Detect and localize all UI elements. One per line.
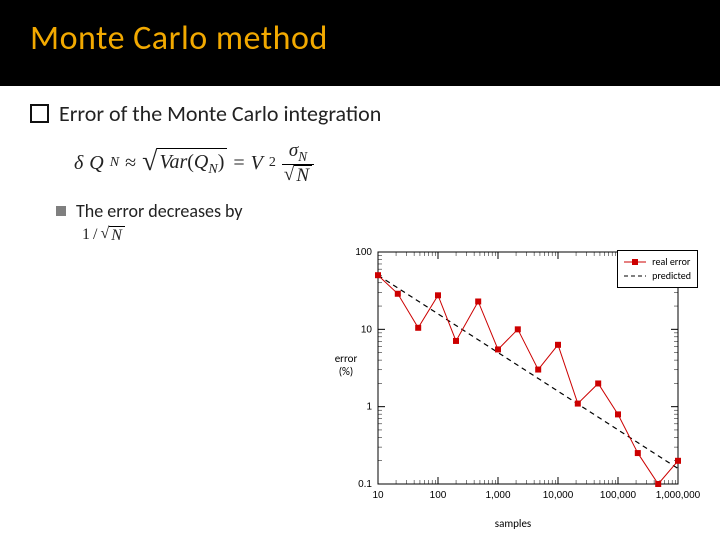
q-inside-sub: N bbox=[208, 162, 217, 177]
sqrt-N-small: √ N bbox=[100, 226, 124, 245]
N: N bbox=[296, 165, 309, 186]
x-axis-label: samples bbox=[314, 517, 712, 530]
legend-pred-marker-icon bbox=[624, 272, 646, 280]
one: 1 bbox=[82, 226, 90, 244]
sigma: σ bbox=[289, 140, 298, 161]
y-axis-label-top: error bbox=[322, 352, 370, 365]
svg-text:1,000,000: 1,000,000 bbox=[656, 490, 701, 501]
sub-bullet-1-text: The error decreases by bbox=[76, 200, 243, 222]
slide-title: Monte Carlo method bbox=[30, 18, 690, 59]
sigma-over-sqrtN: σN √ N bbox=[282, 141, 314, 186]
svg-text:0.1: 0.1 bbox=[358, 479, 372, 490]
svg-text:100: 100 bbox=[355, 247, 372, 258]
delta: δ bbox=[74, 152, 83, 175]
svg-text:100,000: 100,000 bbox=[600, 490, 637, 501]
svg-text:100: 100 bbox=[430, 490, 447, 501]
sqrt-sign-icon: √ bbox=[100, 226, 109, 242]
N-small: N bbox=[111, 227, 122, 244]
Q: Q bbox=[89, 152, 103, 175]
sqrt-N: √ N bbox=[284, 165, 312, 186]
q-inside: Q bbox=[194, 151, 208, 173]
svg-text:1,000: 1,000 bbox=[485, 490, 510, 501]
sqrt-sign-icon: √ bbox=[284, 165, 294, 184]
V: V bbox=[251, 152, 263, 175]
square-bullet-icon bbox=[30, 104, 49, 123]
bullet-1-text: Error of the Monte Carlo integration bbox=[59, 100, 381, 127]
legend-real-label: real error bbox=[652, 255, 690, 269]
sqrt-sign-icon: √ bbox=[142, 148, 157, 176]
bullet-1: Error of the Monte Carlo integration bbox=[30, 100, 690, 127]
legend-real-marker-icon bbox=[624, 258, 646, 266]
svg-text:1: 1 bbox=[366, 402, 372, 413]
formula-error: δQN ≈ √ Var(QN) = V2 σN √ N bbox=[74, 141, 690, 186]
sub-bullet-1: The error decreases by bbox=[56, 200, 690, 222]
legend-real: real error bbox=[624, 255, 691, 269]
dash-bullet-icon bbox=[56, 206, 66, 216]
approx: ≈ bbox=[125, 152, 136, 175]
y-axis-label: error (%) bbox=[322, 352, 370, 378]
var-label: Var bbox=[159, 151, 187, 173]
chart-legend: real error predicted bbox=[617, 250, 698, 288]
y-axis-label-bottom: (%) bbox=[322, 365, 370, 378]
legend-predicted: predicted bbox=[624, 269, 691, 283]
svg-text:10: 10 bbox=[372, 490, 384, 501]
svg-text:10: 10 bbox=[361, 324, 373, 335]
legend-pred-label: predicted bbox=[652, 269, 691, 283]
equals: = bbox=[233, 152, 244, 175]
V-sup: 2 bbox=[269, 155, 276, 171]
error-chart: 10 100 1,000 10,000 100,000 1,000,000 0.1 1 10 10… bbox=[314, 242, 712, 532]
title-band: Monte Carlo method bbox=[0, 0, 720, 86]
sigma-sub: N bbox=[298, 149, 307, 164]
slash: / bbox=[93, 226, 97, 244]
sqrt-var: √ Var(QN) bbox=[142, 148, 227, 178]
Q-sub: N bbox=[110, 155, 119, 171]
slide-body: Error of the Monte Carlo integration δQN… bbox=[0, 86, 720, 245]
svg-text:10,000: 10,000 bbox=[543, 490, 574, 501]
